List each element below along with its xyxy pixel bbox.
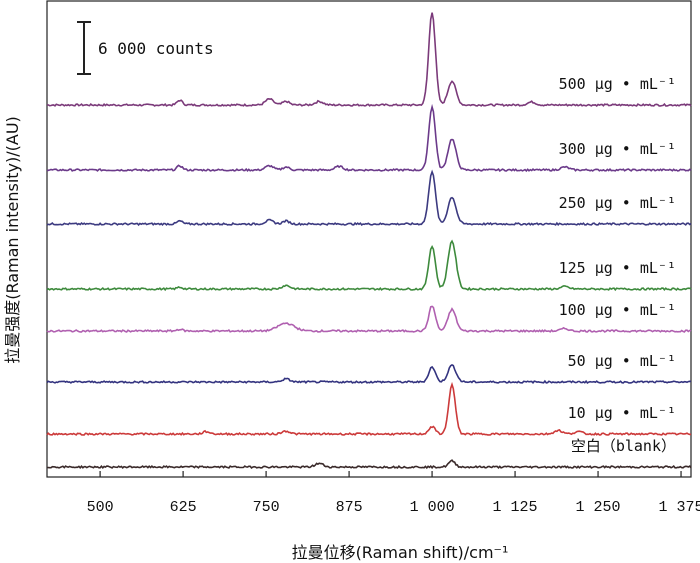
x-axis-title: 拉曼位移(Raman shift)/cm⁻¹	[292, 543, 509, 562]
series-line	[46, 363, 692, 384]
series-line	[46, 305, 692, 333]
spectra: 500 μg • mL⁻¹ 300 μg • mL⁻¹ 250 μg • mL⁻¹ 1…	[46, 12, 692, 470]
x-tick-label: 1 250	[576, 499, 621, 516]
series-line	[46, 459, 692, 470]
series-line	[46, 381, 692, 437]
x-tick-label: 500	[87, 499, 114, 516]
x-tick-label: 750	[253, 499, 280, 516]
series-label: 10 μg • mL⁻¹	[568, 404, 676, 422]
x-tick-label: 625	[170, 499, 197, 516]
x-tick-label: 1 375	[659, 499, 700, 516]
x-tick-label: 875	[336, 499, 363, 516]
scale-bar-label: 6 000 counts	[98, 39, 214, 58]
series-label: 空白（blank）	[571, 437, 676, 455]
x-tick-label: 1 000	[410, 499, 455, 516]
x-tick-label: 1 125	[493, 499, 538, 516]
series-label: 125 μg • mL⁻¹	[559, 259, 676, 277]
series-line	[46, 103, 692, 173]
series-label: 500 μg • mL⁻¹	[559, 75, 676, 93]
series-label: 250 μg • mL⁻¹	[559, 194, 676, 212]
series-label: 300 μg • mL⁻¹	[559, 140, 676, 158]
plot-frame	[46, 0, 692, 478]
x-axis-ticks: 500 625 750 875 1 000 1 125 1 250 1 375	[87, 471, 700, 516]
series-label: 50 μg • mL⁻¹	[568, 352, 676, 370]
series-label: 100 μg • mL⁻¹	[559, 301, 676, 319]
series-line	[46, 169, 692, 227]
series-line	[46, 239, 692, 292]
series-line	[46, 12, 692, 107]
y-axis-title: 拉曼强度(Raman intensity)/(AU)	[3, 116, 22, 364]
scale-bar: 6 000 counts	[77, 21, 214, 75]
